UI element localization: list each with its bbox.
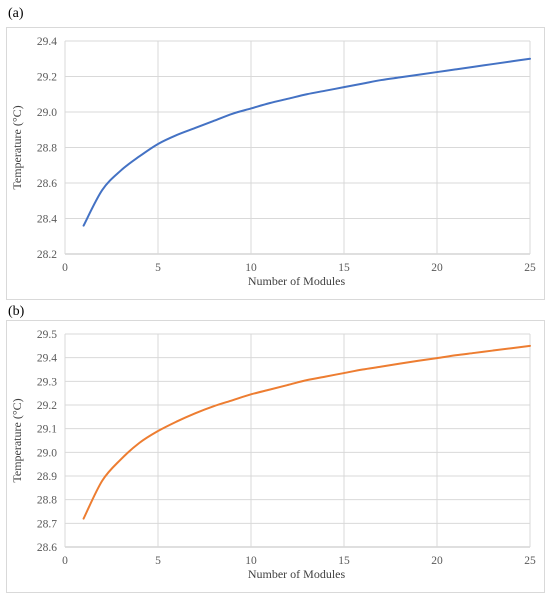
chart-b-x-axis-label: Number of Modules bbox=[248, 567, 346, 581]
chart-b-x-tick-label: 15 bbox=[338, 555, 350, 567]
panel-label-a: (a) bbox=[8, 6, 24, 21]
chart-b-y-tick-label: 28.8 bbox=[37, 495, 57, 507]
chart-a-x-tick-label: 0 bbox=[62, 262, 68, 274]
chart-container-b: 28.6 28.7 28.8 28.9 29.0 29.1 29.2 29.3 29.4 29.5… bbox=[6, 320, 545, 593]
chart-b-y-axis-label: Temperature (°C) bbox=[10, 398, 24, 482]
chart-a-y-tick-label: 29.4 bbox=[37, 36, 57, 48]
chart-b-x-tick-label: 10 bbox=[245, 555, 257, 567]
panel-label-b: (b) bbox=[8, 304, 25, 319]
chart-a-y-tick-label: 29.0 bbox=[37, 107, 57, 119]
chart-a-y-tick-label: 28.4 bbox=[37, 214, 57, 226]
chart-b-x-tick-label: 20 bbox=[431, 555, 443, 567]
chart-a-y-axis-label: Temperature (°C) bbox=[10, 105, 24, 189]
chart-a-y-tick-label: 29.2 bbox=[37, 72, 57, 84]
chart-a-x-tick-label: 5 bbox=[155, 262, 161, 274]
chart-a-series-line bbox=[82, 57, 531, 227]
chart-a-y-tick-label: 28.6 bbox=[37, 178, 57, 190]
chart-b-y-tick-label: 29.2 bbox=[37, 400, 57, 412]
chart-a-x-tick-label: 10 bbox=[245, 262, 257, 274]
chart-b-y-tick-label: 28.9 bbox=[37, 471, 57, 483]
chart-b-y-tick-label: 29.0 bbox=[37, 447, 57, 459]
chart-b-y-tick-label: 28.7 bbox=[37, 518, 57, 530]
chart-b-x-tick-label: 5 bbox=[155, 555, 161, 567]
chart-a-x-axis-label: Number of Modules bbox=[248, 274, 346, 288]
chart-b-y-tick-label: 29.5 bbox=[37, 329, 57, 341]
chart-b-series-line bbox=[82, 344, 531, 520]
chart-b-y-tick-label: 29.3 bbox=[37, 376, 57, 388]
chart-b-svg: 28.6 28.7 28.8 28.9 29.0 29.1 29.2 29.3 29.4 29.5… bbox=[10, 329, 536, 581]
chart-container-a: 28.2 28.4 28.6 28.8 29.0 29.2 29.4 0 5 10 15 20 25 Nu… bbox=[6, 27, 545, 300]
chart-b-y-tick-label: 28.6 bbox=[37, 542, 57, 554]
chart-b-y-tick-label: 29.4 bbox=[37, 353, 57, 365]
chart-b-x-tick-label: 0 bbox=[62, 555, 68, 567]
chart-b-y-tick-label: 29.1 bbox=[37, 424, 57, 436]
chart-a-x-tick-label: 20 bbox=[431, 262, 443, 274]
chart-a-svg: 28.2 28.4 28.6 28.8 29.0 29.2 29.4 0 5 10 15 20 25 Nu… bbox=[10, 36, 536, 288]
chart-a-y-tick-label: 28.8 bbox=[37, 143, 57, 155]
chart-a-y-tick-label: 28.2 bbox=[37, 249, 57, 261]
chart-a-x-tick-label: 25 bbox=[524, 262, 536, 274]
chart-b-x-tick-label: 25 bbox=[524, 555, 536, 567]
chart-a-x-tick-label: 15 bbox=[338, 262, 350, 274]
